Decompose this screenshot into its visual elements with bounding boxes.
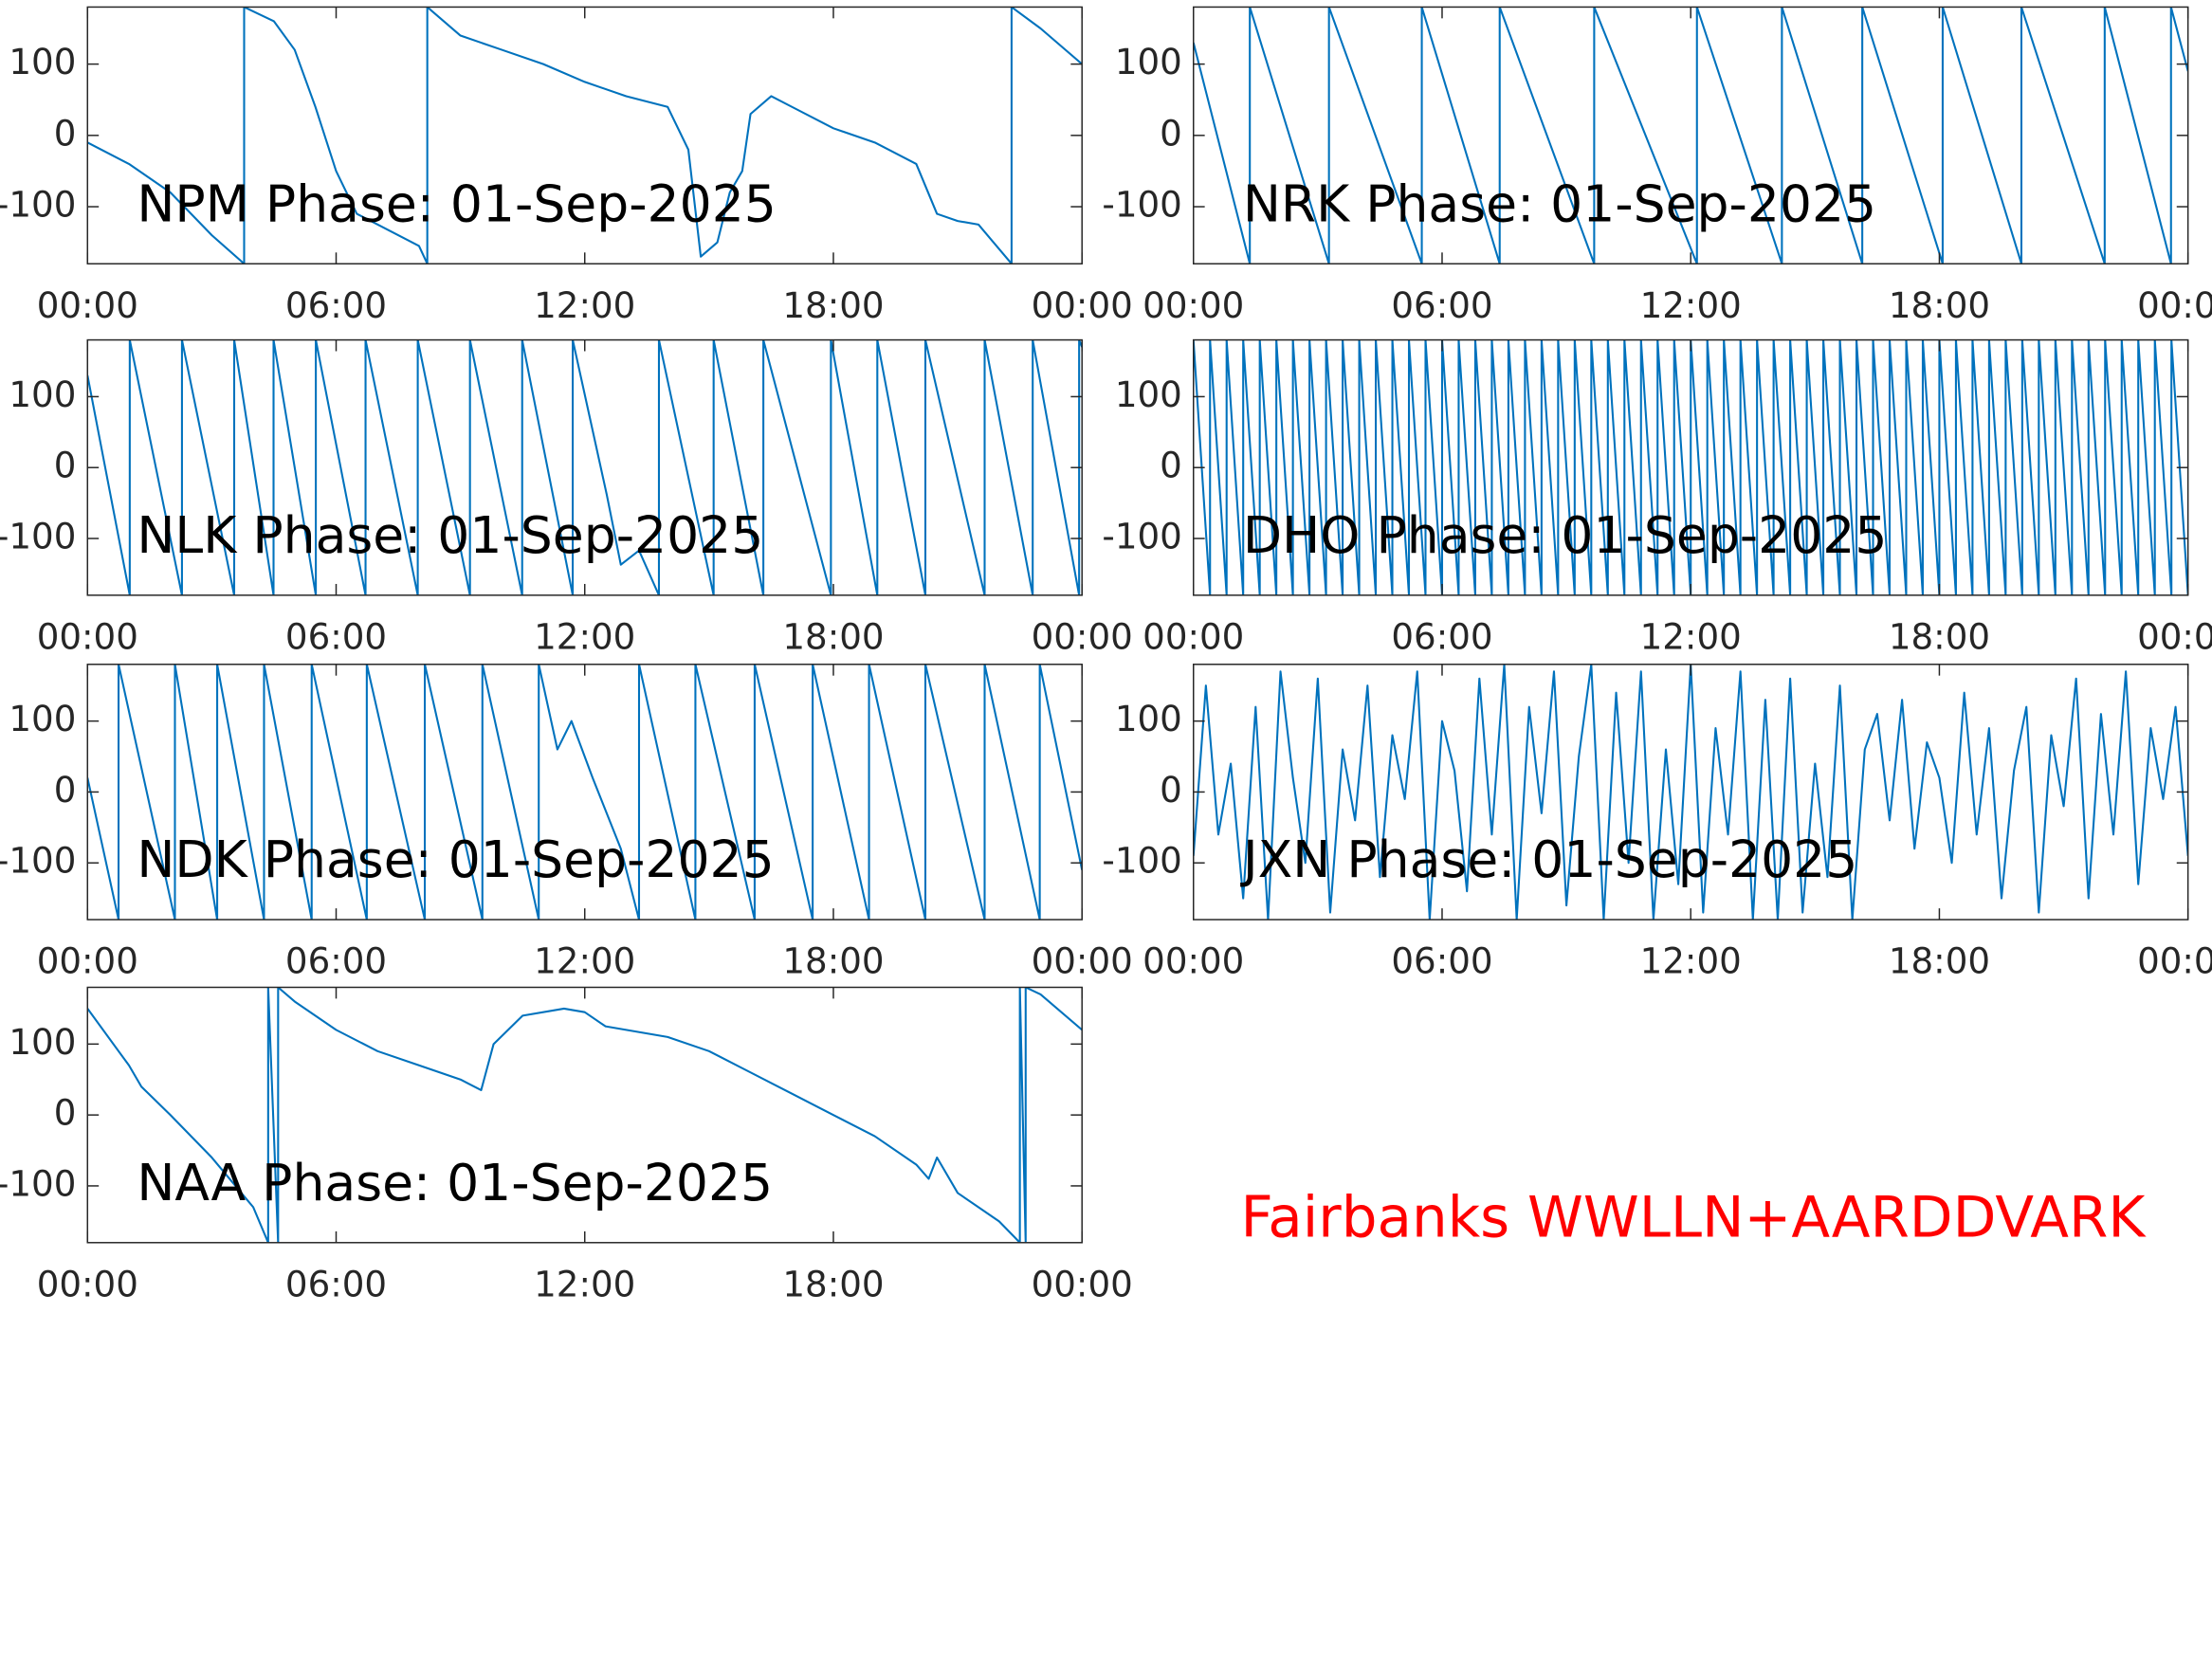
phase-line bbox=[87, 339, 1083, 595]
x-tick-label: 18:00 bbox=[1889, 940, 1990, 982]
x-tick-label: 00:00 bbox=[37, 615, 138, 657]
phase-line bbox=[1193, 7, 2188, 264]
phase-line bbox=[87, 987, 1083, 1243]
x-tick-label: 18:00 bbox=[1889, 615, 1990, 657]
phase-line bbox=[87, 7, 1083, 264]
x-tick-label: 12:00 bbox=[534, 940, 635, 982]
y-tick-label: 0 bbox=[1160, 769, 1182, 811]
panel: 00:00 06:00 12:00 18:00 00:00 -100 0 100 NAA Pha… bbox=[0, 986, 1133, 1304]
x-tick-label: 00:00 bbox=[1032, 1263, 1133, 1304]
panel-title: NDK Phase: 01-Sep-2025 bbox=[137, 830, 774, 889]
panel-title: JXN Phase: 01-Sep-2025 bbox=[1240, 830, 1857, 889]
panel-title: NPM Phase: 01-Sep-2025 bbox=[137, 173, 777, 233]
x-tick-label: 00:00 bbox=[1143, 615, 1244, 657]
x-tick-label: 06:00 bbox=[1391, 284, 1492, 326]
panel-title: NAA Phase: 01-Sep-2025 bbox=[137, 1153, 773, 1212]
y-tick-label: 100 bbox=[1115, 698, 1182, 739]
panel: 00:00 06:00 12:00 18:00 00:00 -100 0 100 NDK Pha… bbox=[0, 664, 1133, 982]
y-tick-label: 100 bbox=[1115, 374, 1182, 415]
x-tick-label: 18:00 bbox=[782, 615, 884, 657]
phase-line bbox=[87, 664, 1083, 921]
y-tick-label: -100 bbox=[0, 840, 76, 882]
panel: 00:00 06:00 12:00 18:00 00:00 -100 0 100 NLK Pha… bbox=[0, 338, 1133, 657]
x-tick-label: 18:00 bbox=[1889, 284, 1990, 326]
y-tick-label: -100 bbox=[0, 516, 76, 557]
y-tick-label: 0 bbox=[54, 769, 77, 811]
plot-area bbox=[1193, 339, 2188, 595]
y-tick-label: 0 bbox=[54, 445, 77, 486]
x-tick-label: 00:00 bbox=[1143, 284, 1244, 326]
x-tick-label: 00:00 bbox=[1032, 940, 1133, 982]
y-tick-label: -100 bbox=[0, 184, 76, 226]
panel: 00:00 06:00 12:00 18:00 00:00 -100 0 100 NRK Pha… bbox=[1102, 6, 2212, 326]
y-tick-label: 100 bbox=[9, 374, 76, 415]
x-tick-label: 00:00 bbox=[37, 940, 138, 982]
x-tick-label: 00:00 bbox=[1032, 615, 1133, 657]
x-tick-label: 00:00 bbox=[2137, 940, 2212, 982]
x-tick-label: 00:00 bbox=[1143, 940, 1244, 982]
x-tick-label: 12:00 bbox=[534, 284, 635, 326]
x-tick-label: 12:00 bbox=[1640, 615, 1742, 657]
x-tick-label: 12:00 bbox=[534, 615, 635, 657]
y-tick-label: 100 bbox=[9, 698, 76, 739]
x-tick-label: 00:00 bbox=[2137, 615, 2212, 657]
x-tick-label: 18:00 bbox=[782, 284, 884, 326]
phase-line bbox=[1193, 339, 2188, 595]
plot-area bbox=[1193, 664, 2188, 921]
panel: 00:00 06:00 12:00 18:00 00:00 -100 0 100 NPM Pha… bbox=[0, 6, 1133, 326]
x-tick-label: 06:00 bbox=[285, 1263, 387, 1304]
plot-area bbox=[1193, 7, 2188, 264]
y-tick-label: -100 bbox=[0, 1162, 76, 1204]
x-tick-label: 12:00 bbox=[534, 1263, 635, 1304]
panel-title: NLK Phase: 01-Sep-2025 bbox=[137, 505, 763, 565]
y-tick-label: -100 bbox=[1102, 840, 1181, 882]
panel: 00:00 06:00 12:00 18:00 00:00 -100 0 100 DHO Pha… bbox=[1102, 338, 2212, 657]
x-tick-label: 00:00 bbox=[1032, 284, 1133, 326]
x-tick-label: 06:00 bbox=[1391, 615, 1492, 657]
x-tick-label: 06:00 bbox=[285, 615, 387, 657]
y-tick-label: -100 bbox=[1102, 184, 1181, 226]
y-tick-label: -100 bbox=[1102, 516, 1181, 557]
y-tick-label: 100 bbox=[1115, 41, 1182, 82]
plot-area bbox=[87, 664, 1083, 921]
y-tick-label: 0 bbox=[54, 112, 77, 154]
plot-area bbox=[87, 7, 1083, 264]
x-tick-label: 12:00 bbox=[1640, 284, 1742, 326]
y-tick-label: 0 bbox=[1160, 445, 1182, 486]
phase-line bbox=[1193, 664, 2188, 921]
x-tick-label: 00:00 bbox=[37, 1263, 138, 1304]
x-tick-label: 06:00 bbox=[1391, 940, 1492, 982]
annotation: Fairbanks WWLLN+AARDDVARK bbox=[1241, 1186, 2148, 1251]
plot-area bbox=[87, 339, 1083, 595]
x-tick-label: 00:00 bbox=[2137, 284, 2212, 326]
x-tick-label: 00:00 bbox=[37, 284, 138, 326]
x-tick-label: 06:00 bbox=[285, 940, 387, 982]
panel-title: DHO Phase: 01-Sep-2025 bbox=[1243, 505, 1888, 565]
x-tick-label: 18:00 bbox=[782, 1263, 884, 1304]
x-tick-label: 18:00 bbox=[782, 940, 884, 982]
y-tick-label: 0 bbox=[54, 1092, 77, 1134]
x-tick-label: 06:00 bbox=[285, 284, 387, 326]
panel-title: NRK Phase: 01-Sep-2025 bbox=[1243, 173, 1876, 233]
y-tick-label: 100 bbox=[9, 1021, 76, 1063]
x-tick-label: 12:00 bbox=[1640, 940, 1742, 982]
y-tick-label: 100 bbox=[9, 41, 76, 82]
y-tick-label: 0 bbox=[1160, 112, 1182, 154]
panel: 00:00 06:00 12:00 18:00 00:00 -100 0 100 JXN Pha… bbox=[1102, 664, 2212, 982]
plot-area bbox=[87, 987, 1083, 1243]
